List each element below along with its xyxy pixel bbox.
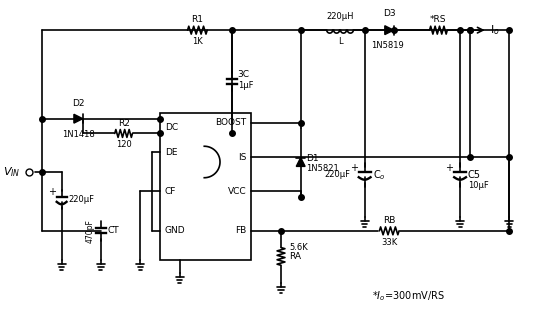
Text: 220μF: 220μF [325, 170, 351, 179]
Text: 1N1418: 1N1418 [62, 129, 95, 138]
Polygon shape [296, 157, 305, 166]
Text: D3: D3 [383, 9, 395, 18]
Text: DE: DE [165, 148, 178, 156]
Text: 470pF: 470pF [86, 219, 95, 243]
Text: L: L [338, 37, 342, 46]
Text: *RS: *RS [430, 15, 447, 24]
Text: IS: IS [238, 153, 246, 162]
Text: CT: CT [108, 226, 119, 235]
Text: VCC: VCC [228, 187, 246, 196]
Text: 120: 120 [116, 140, 131, 149]
Polygon shape [74, 114, 82, 123]
Text: $V_{IN}$: $V_{IN}$ [3, 165, 20, 179]
Text: 220μH: 220μH [326, 12, 354, 21]
Text: 1N5819: 1N5819 [371, 41, 404, 50]
Text: 1μF: 1μF [238, 81, 253, 90]
Text: BOOST: BOOST [216, 118, 246, 127]
Text: GND: GND [165, 226, 185, 235]
Text: +: + [445, 163, 453, 173]
Text: RA: RA [289, 252, 301, 261]
Text: 220μF: 220μF [69, 195, 95, 204]
Text: CF: CF [165, 187, 177, 196]
Polygon shape [385, 26, 394, 34]
Text: 10μF: 10μF [468, 181, 489, 190]
Text: 1N5821: 1N5821 [306, 164, 339, 173]
Text: C5: C5 [468, 170, 481, 180]
Text: DC: DC [165, 123, 178, 132]
Text: C$_o$: C$_o$ [372, 168, 385, 182]
FancyBboxPatch shape [160, 113, 251, 260]
Text: I$_o$: I$_o$ [490, 23, 499, 37]
Text: D1: D1 [306, 154, 319, 163]
Text: R1: R1 [191, 15, 204, 24]
Text: D2: D2 [72, 99, 85, 108]
Text: +: + [48, 187, 56, 197]
Text: R2: R2 [118, 118, 130, 128]
Text: 33K: 33K [381, 238, 397, 247]
Text: RB: RB [383, 216, 395, 225]
Text: 5.6K: 5.6K [289, 243, 307, 252]
Text: 1K: 1K [192, 37, 203, 46]
Text: +: + [350, 163, 358, 173]
Text: FB: FB [235, 226, 246, 235]
Text: $*I_o$=300mV/RS: $*I_o$=300mV/RS [371, 289, 444, 303]
Text: 3C: 3C [238, 70, 250, 79]
